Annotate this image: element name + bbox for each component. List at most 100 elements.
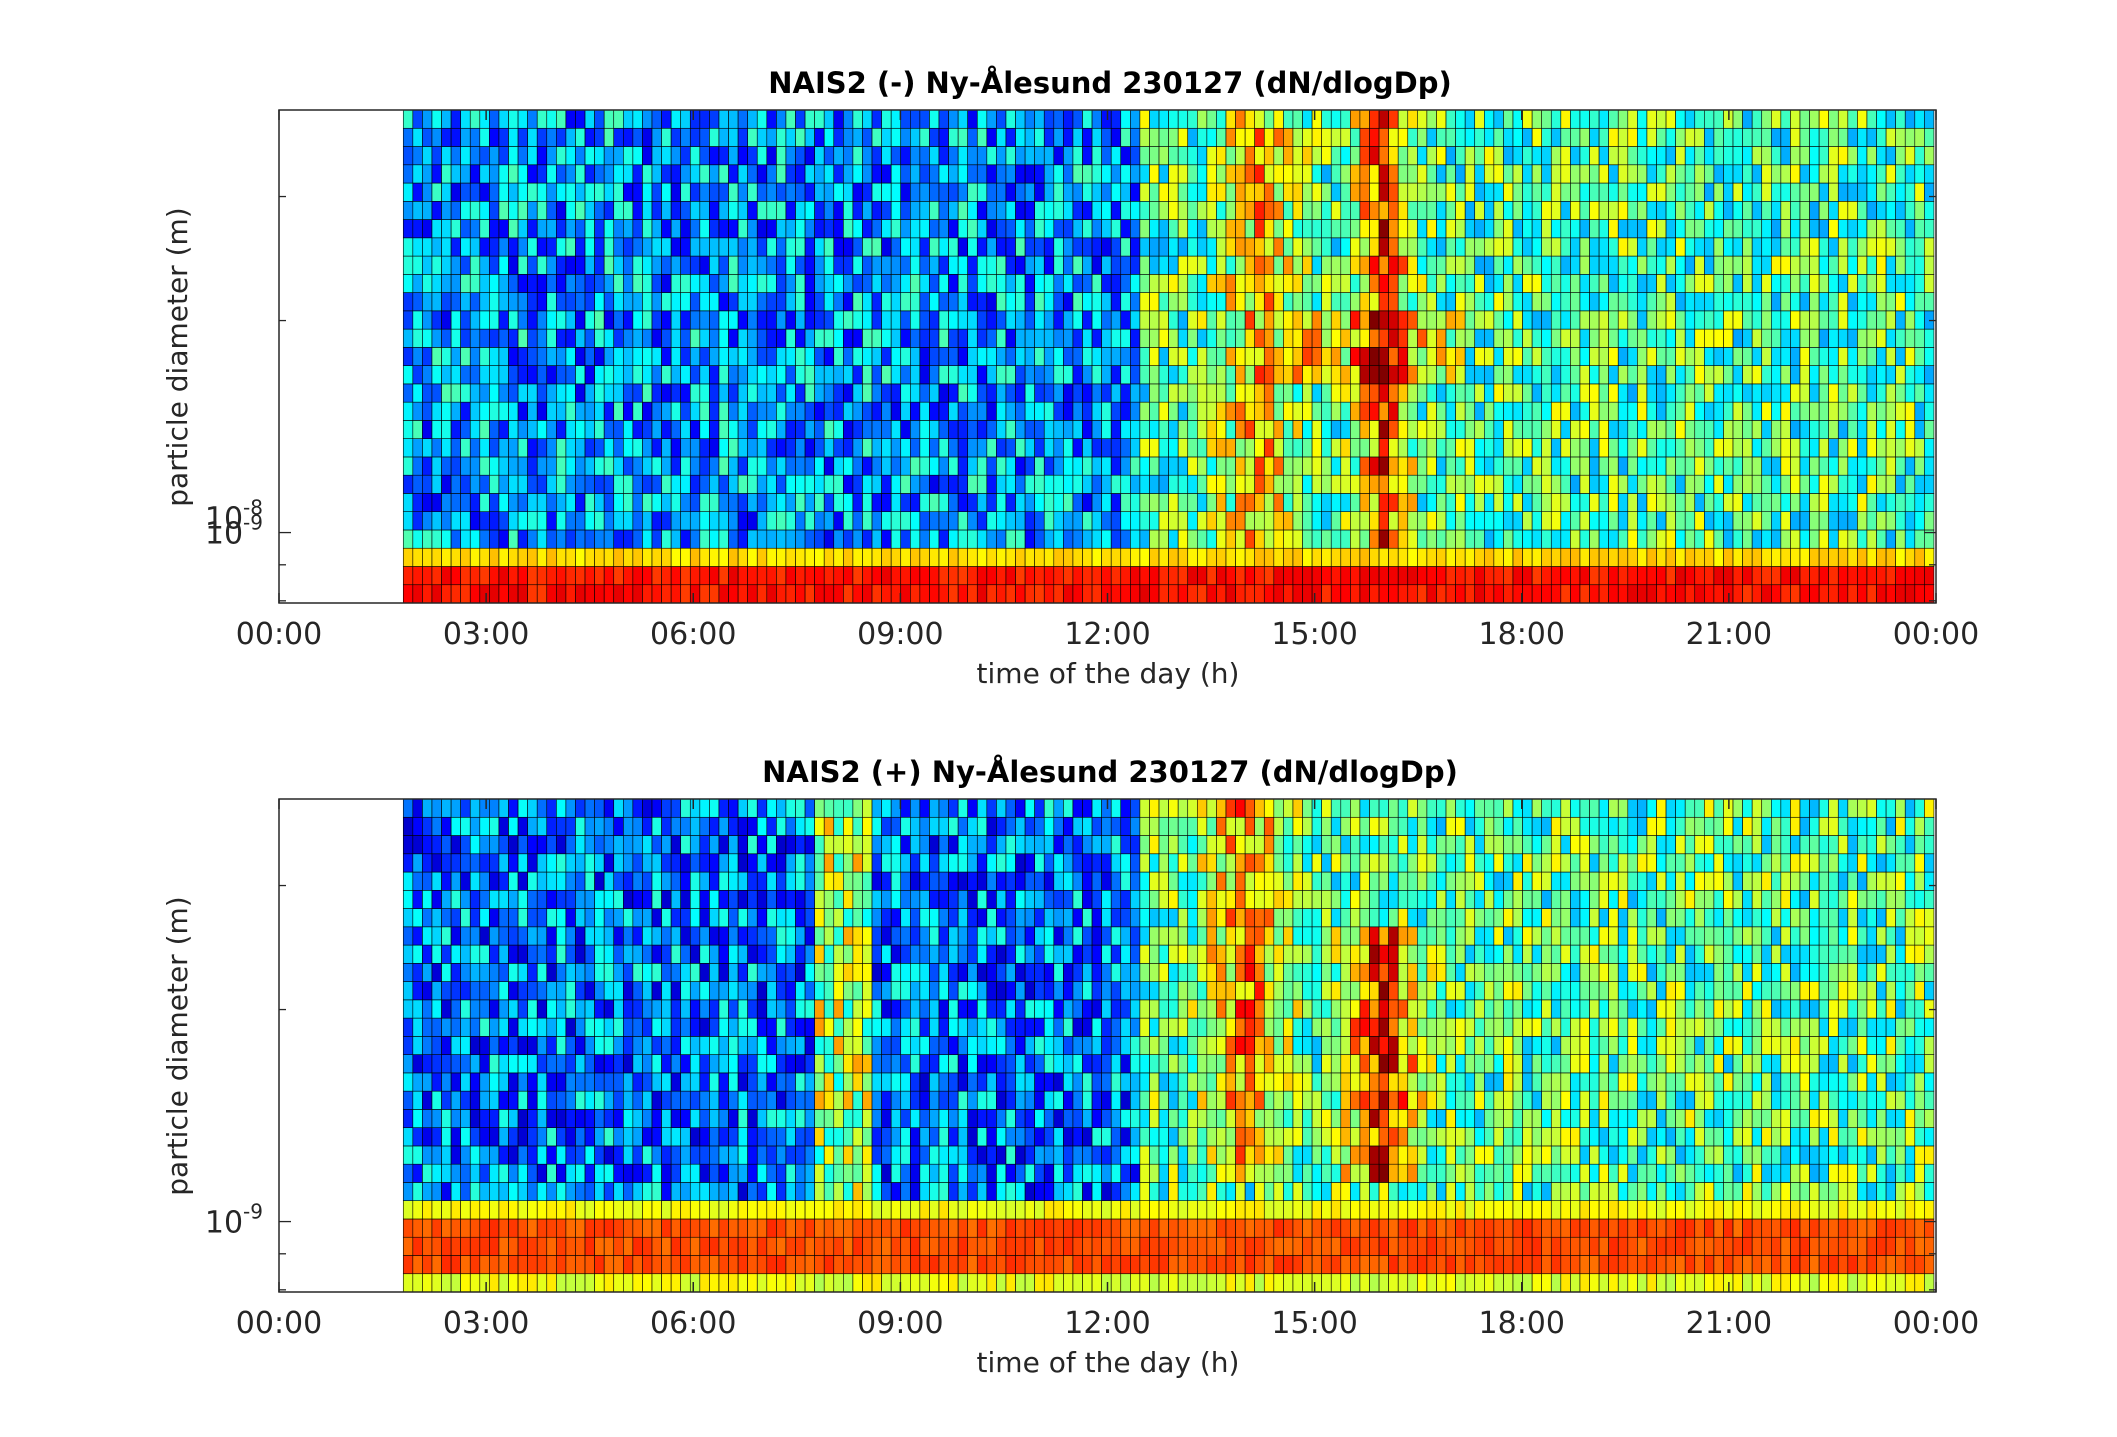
heatmap-cell: [996, 474, 1007, 494]
heatmap-cell: [1771, 164, 1782, 184]
heatmap-cell: [814, 164, 825, 184]
heatmap-cell: [909, 292, 921, 312]
heatmap-cell: [412, 182, 423, 202]
heatmap-cell: [1732, 164, 1743, 184]
heatmap-cell: [479, 1036, 490, 1055]
heatmap-cell: [1522, 511, 1533, 531]
heatmap-cell: [1120, 146, 1131, 166]
heatmap-cell: [1598, 383, 1609, 403]
heatmap-cell: [623, 1273, 634, 1293]
heatmap-cell: [1263, 420, 1275, 439]
heatmap-cell: [632, 438, 643, 458]
heatmap-cell: [680, 328, 691, 348]
heatmap-cell: [1790, 292, 1801, 312]
heatmap-cell: [1101, 438, 1112, 458]
heatmap-cell: [1484, 365, 1495, 385]
heatmap-cell: [871, 109, 882, 129]
heatmap-cell: [546, 816, 557, 836]
heatmap-cell: [575, 219, 586, 239]
heatmap-cell: [747, 255, 758, 275]
heatmap-cell: [737, 347, 748, 366]
heatmap-cell: [1579, 420, 1590, 439]
heatmap-cell: [1541, 274, 1552, 293]
heatmap-cell: [1015, 383, 1026, 403]
heatmap-cell: [412, 219, 423, 239]
heatmap-cell: [460, 511, 471, 531]
heatmap-cell: [1034, 146, 1045, 166]
heatmap-cell: [613, 420, 624, 439]
heatmap-cell: [402, 310, 414, 330]
heatmap-cell: [909, 146, 921, 166]
heatmap-cell: [1340, 109, 1351, 129]
heatmap-cell: [489, 889, 500, 909]
heatmap-cell: [1847, 511, 1858, 531]
heatmap-cell: [871, 274, 882, 293]
heatmap-cell: [1455, 109, 1466, 129]
heatmap-cell: [603, 1017, 615, 1037]
heatmap-cell: [814, 109, 825, 129]
heatmap-cell: [661, 438, 672, 458]
heatmap-cell: [1397, 474, 1409, 494]
heatmap-cell: [603, 999, 615, 1019]
heatmap-cell: [1034, 401, 1045, 421]
heatmap-cell: [1216, 566, 1227, 586]
heatmap-cell: [594, 127, 605, 147]
heatmap-cell: [1321, 347, 1332, 366]
heatmap-cell: [890, 547, 902, 567]
heatmap-cell: [1924, 365, 1935, 385]
heatmap-cell: [785, 237, 796, 257]
heatmap-cell: [1790, 474, 1801, 494]
heatmap-cell: [1684, 182, 1696, 202]
heatmap-cell: [517, 566, 528, 586]
heatmap-cell: [1273, 365, 1284, 385]
heatmap-cell: [527, 274, 538, 293]
heatmap-cell: [556, 1145, 567, 1165]
heatmap-cell: [1206, 420, 1217, 439]
heatmap-cell: [1761, 383, 1772, 403]
heatmap-cell: [565, 310, 576, 330]
heatmap-cell: [1397, 219, 1409, 239]
heatmap-cell: [575, 474, 586, 494]
heatmap-cell: [833, 310, 844, 330]
heatmap-cell: [1072, 365, 1083, 385]
heatmap-cell: [575, 1127, 586, 1147]
heatmap-cell: [460, 164, 471, 184]
heatmap-cell: [1742, 347, 1753, 366]
heatmap-cell: [1043, 237, 1055, 257]
heatmap-cell: [1120, 274, 1131, 293]
heatmap-cell: [479, 127, 490, 147]
heatmap-cell: [1330, 365, 1342, 385]
heatmap-cell: [1053, 109, 1064, 129]
heatmap-cell: [1330, 219, 1342, 239]
heatmap-cell: [1704, 219, 1715, 239]
heatmap-cell: [1407, 182, 1418, 202]
heatmap-cell: [642, 347, 653, 366]
heatmap-cell: [1158, 237, 1169, 257]
heatmap-cell: [1254, 292, 1265, 312]
heatmap-cell: [823, 383, 835, 403]
heatmap-cell: [1512, 529, 1523, 549]
heatmap-cell: [1063, 328, 1074, 348]
heatmap-cell: [402, 1090, 414, 1110]
heatmap-cell: [489, 1182, 500, 1201]
heatmap-cell: [1158, 219, 1169, 239]
heatmap-cell: [556, 474, 567, 494]
heatmap-cell: [1646, 347, 1657, 366]
heatmap-cell: [536, 1054, 548, 1074]
heatmap-cell: [479, 1273, 490, 1293]
heatmap-cell: [718, 109, 729, 129]
heatmap-cell: [508, 1036, 519, 1055]
heatmap-cell: [1656, 310, 1667, 330]
heatmap-cell: [1072, 456, 1083, 476]
heatmap-cell: [1646, 456, 1657, 476]
heatmap-cell: [785, 201, 796, 220]
heatmap-cell: [1034, 292, 1045, 312]
heatmap-cell: [469, 365, 481, 385]
heatmap-cell: [1407, 547, 1418, 567]
heatmap-cell: [938, 274, 949, 293]
heatmap-cell: [1474, 201, 1485, 220]
heatmap-cell: [508, 456, 519, 476]
heatmap-cell: [938, 438, 949, 458]
heatmap-cell: [546, 1236, 557, 1256]
heatmap-cell: [1684, 420, 1696, 439]
